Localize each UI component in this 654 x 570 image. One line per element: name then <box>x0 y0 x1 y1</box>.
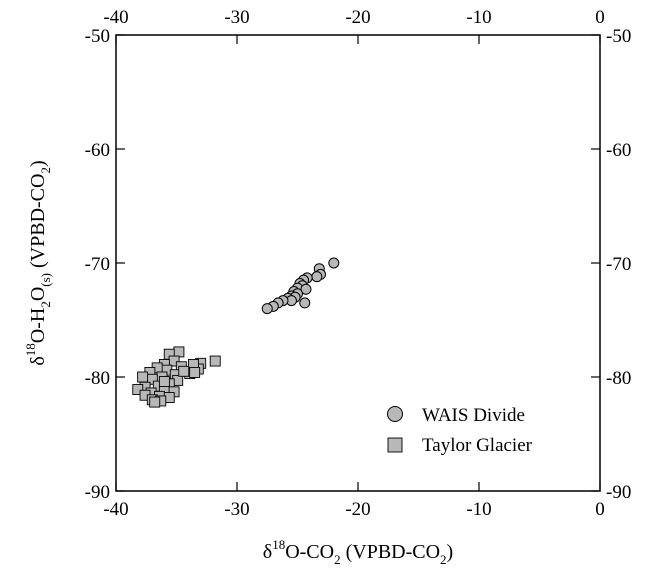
y-tick-label-right: -90 <box>606 482 631 503</box>
point-taylor-glacier <box>178 365 190 377</box>
x-tick-label-top: -10 <box>466 7 491 28</box>
y-tick-label-left: -80 <box>85 368 110 389</box>
x-tick-label-bottom: -20 <box>345 499 370 520</box>
x-tick-label-bottom: -10 <box>466 499 491 520</box>
legend: WAIS Divide Taylor Glacier <box>387 405 533 456</box>
point-wais-divide <box>299 297 311 309</box>
y-tick-label-left: -60 <box>85 140 110 161</box>
y-tick-label-right: -60 <box>606 140 631 161</box>
x-tick-label-bottom: -40 <box>103 499 128 520</box>
point-taylor-glacier <box>189 366 201 378</box>
legend-label-wais-divide: WAIS Divide <box>422 405 525 426</box>
point-wais-divide <box>300 283 312 295</box>
legend-marker-wais-divide <box>387 406 403 422</box>
y-tick-label-left: -50 <box>85 26 110 47</box>
x-tick-label-top: -30 <box>224 7 249 28</box>
point-wais-divide <box>328 257 340 269</box>
x-tick-label-top: -40 <box>103 7 128 28</box>
axis-ticks <box>115 34 601 492</box>
point-taylor-glacier <box>149 396 161 408</box>
point-taylor-glacier <box>209 355 221 367</box>
y-tick-label-right: -70 <box>606 254 631 275</box>
y-axis-title: δ18O-H2O(s) (VPBD-CO2) <box>23 160 53 365</box>
data-points <box>132 257 340 408</box>
y-tick-label-left: -90 <box>85 482 110 503</box>
point-taylor-glacier <box>137 371 149 383</box>
y-tick-label-right: -50 <box>606 26 631 47</box>
x-tick-label-bottom: 0 <box>595 499 605 520</box>
point-taylor-glacier <box>132 384 144 395</box>
x-tick-label-bottom: -30 <box>224 499 249 520</box>
y-tick-label-right: -80 <box>606 368 631 389</box>
y-tick-label-left: -70 <box>85 254 110 275</box>
plot-frame <box>115 34 601 492</box>
x-tick-label-top: -20 <box>345 7 370 28</box>
x-tick-label-top: 0 <box>595 7 605 28</box>
point-taylor-glacier <box>173 346 185 358</box>
x-axis-title: δ18O-CO2 (VPBD-CO2) <box>263 537 453 567</box>
legend-label-taylor-glacier: Taylor Glacier <box>422 435 533 456</box>
point-taylor-glacier <box>158 376 170 388</box>
point-wais-divide <box>311 271 323 283</box>
point-wais-divide <box>261 303 273 315</box>
legend-marker-taylor-glacier <box>387 437 403 453</box>
